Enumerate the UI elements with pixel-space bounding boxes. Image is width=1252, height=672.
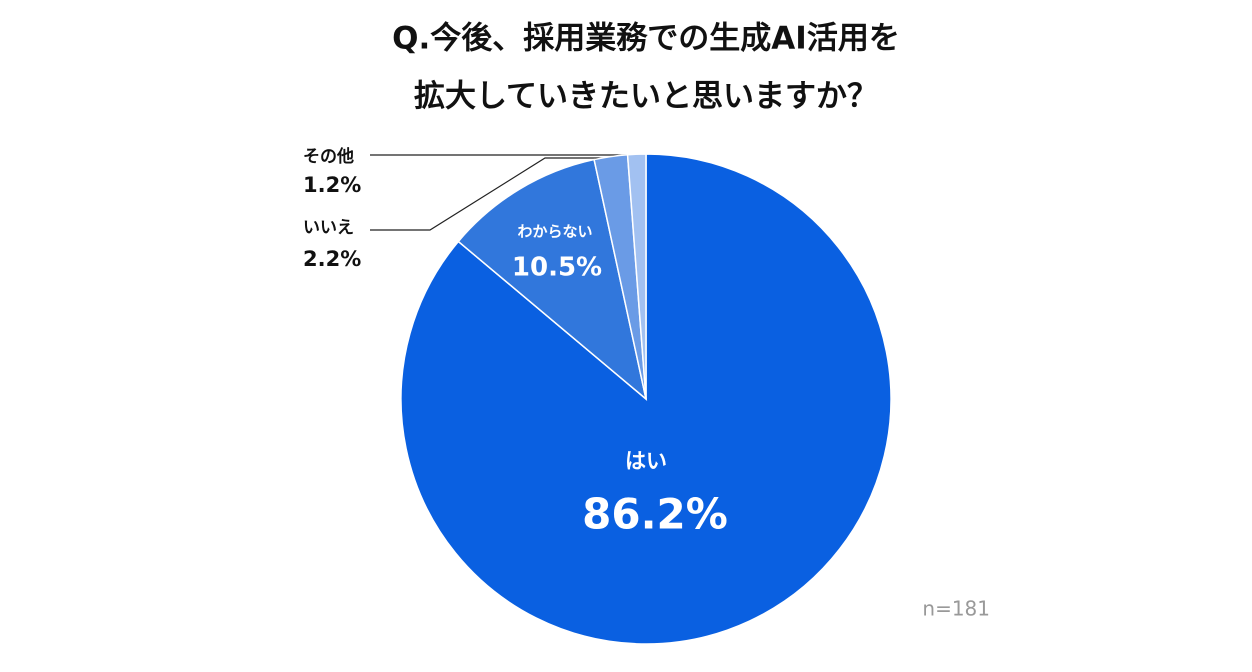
leader-line xyxy=(370,157,615,231)
sample-size: n=181 xyxy=(922,597,990,621)
slice-label: わからない xyxy=(517,223,592,241)
pie-slice xyxy=(457,158,648,401)
value-label: 10.5% xyxy=(512,253,602,283)
pie-slice xyxy=(626,153,647,400)
value-label: 1.2% xyxy=(303,173,361,197)
chart-title: 拡大していきたいと思いますか？ xyxy=(414,79,878,115)
value-label: 86.2% xyxy=(582,490,728,539)
chart-title: Q.今後、採用業務での生成AI活用を xyxy=(392,21,900,57)
slice-label: いいえ xyxy=(303,218,354,238)
slice-label: その他 xyxy=(303,146,354,167)
value-label: 2.2% xyxy=(303,247,361,271)
slice-label: はい xyxy=(625,449,667,473)
